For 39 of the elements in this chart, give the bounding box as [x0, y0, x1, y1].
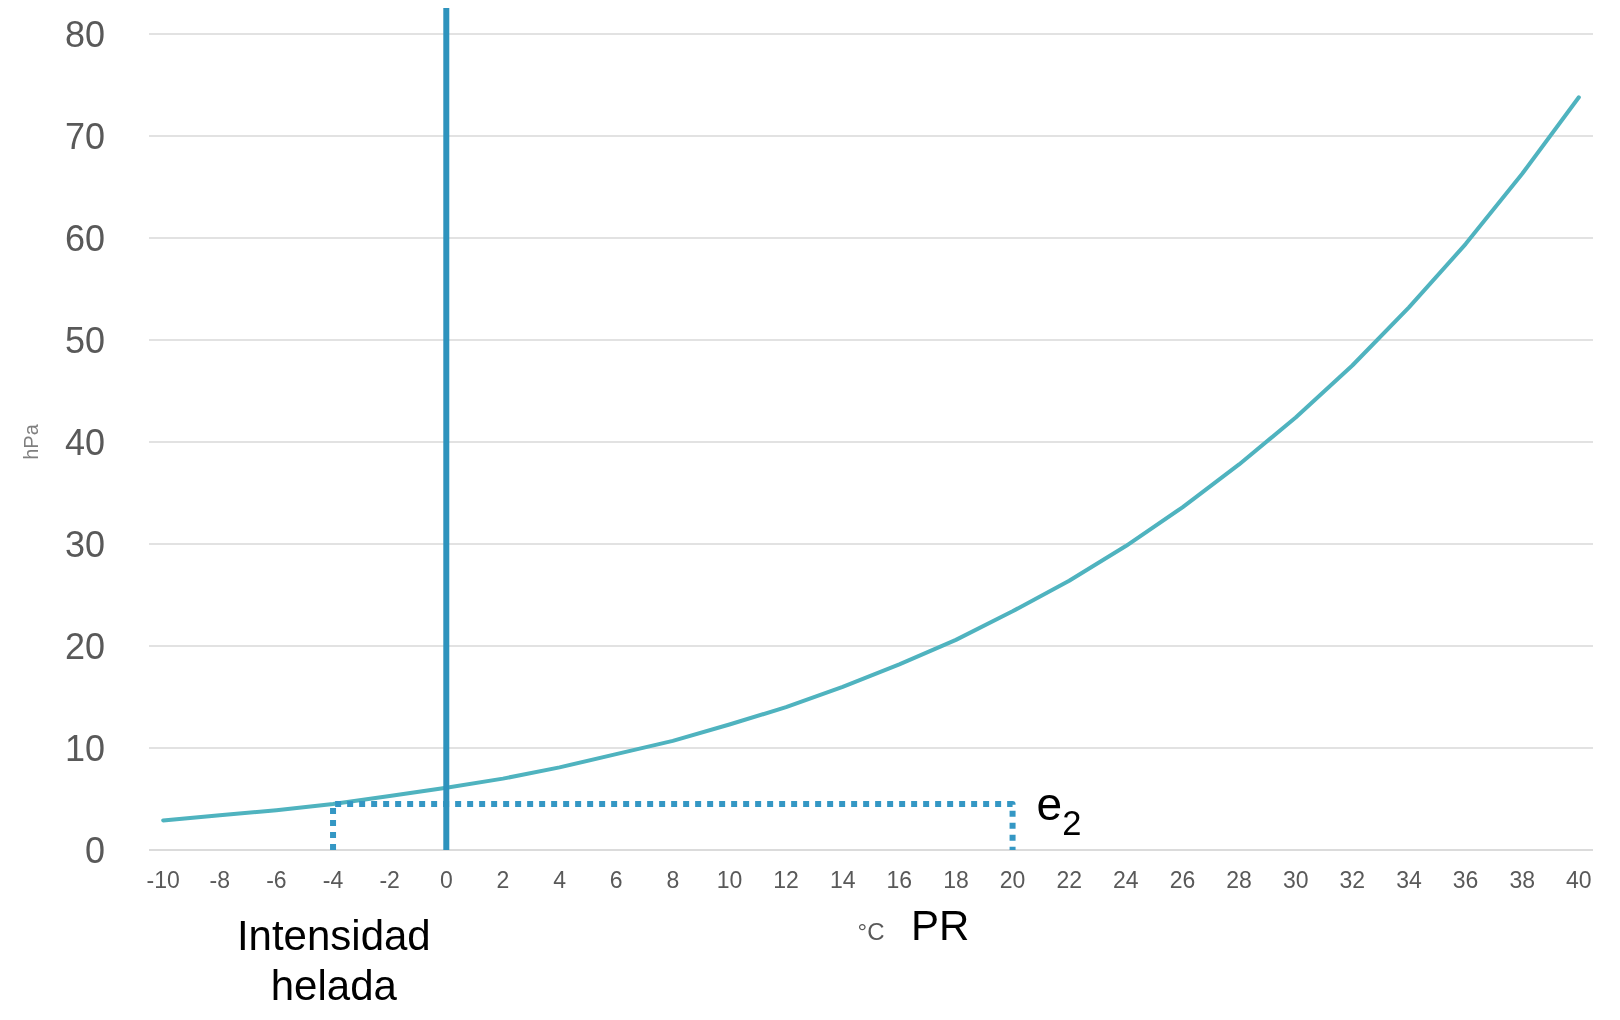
x-tick-label: 24	[1113, 867, 1139, 893]
x-tick-label: 4	[553, 867, 567, 893]
x-tick-label: 12	[773, 867, 799, 893]
x-tick-label: 14	[829, 867, 856, 893]
x-tick-label: -8	[209, 867, 231, 893]
text: PR	[911, 902, 970, 949]
y-tick-label: 70	[64, 115, 105, 157]
x-tick-label: 8	[666, 867, 680, 893]
y-axis-title: hPa	[20, 423, 42, 460]
text: Intensidad helada	[236, 912, 431, 1009]
x-tick-label: 20	[999, 867, 1026, 893]
x-tick-label: 34	[1396, 867, 1422, 893]
x-tick-label: 26	[1169, 867, 1196, 893]
y-tick-label: 60	[64, 217, 105, 259]
x-tick-label: 32	[1339, 867, 1366, 893]
x-axis-title: °C	[857, 918, 885, 945]
x-tick-label: 6	[609, 867, 623, 893]
x-tick-label: 22	[1056, 867, 1082, 893]
x-tick-label: 40	[1566, 867, 1592, 893]
x-tick-label: 36	[1452, 867, 1479, 893]
x-tick-label: -2	[379, 867, 400, 893]
x-tick-label: 38	[1509, 867, 1536, 893]
x-tick-label: 28	[1226, 867, 1252, 893]
x-tick-label: 30	[1282, 867, 1309, 893]
y-tick-label: 10	[64, 727, 105, 769]
x-tick-label: 2	[496, 867, 510, 893]
x-tick-label: -4	[322, 867, 344, 893]
x-tick-label: 16	[886, 867, 913, 893]
annotation: e$_{2}$	[1036, 778, 1082, 843]
x-tick-label: 18	[943, 867, 969, 893]
x-tick-label: -6	[266, 867, 287, 893]
x-tick-label: 0	[439, 867, 453, 893]
x-tick-label: -10	[146, 867, 180, 893]
y-tick-label: 30	[64, 523, 105, 565]
y-tick-label: 40	[64, 421, 105, 463]
x-tick-label: 10	[716, 867, 743, 893]
y-tick-label: 20	[64, 625, 105, 667]
y-tick-label: 50	[64, 319, 105, 361]
y-tick-label: 80	[64, 13, 105, 55]
